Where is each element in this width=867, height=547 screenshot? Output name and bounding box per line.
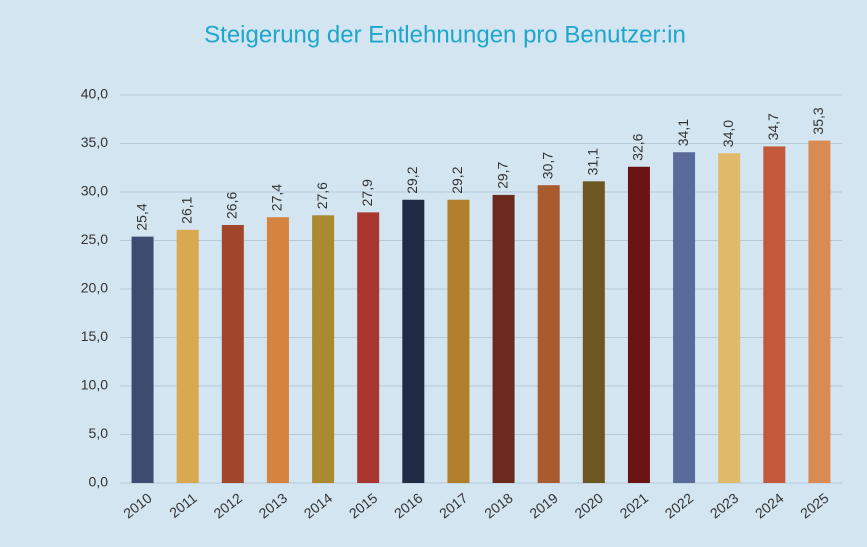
x-tick-label: 2025 <box>797 490 832 522</box>
x-tick-label: 2012 <box>211 490 246 522</box>
data-label: 30,7 <box>539 152 555 179</box>
data-label: 26,6 <box>224 192 240 219</box>
y-tick-label: 25,0 <box>81 231 108 247</box>
bar <box>312 215 335 483</box>
data-label: 25,4 <box>133 203 149 230</box>
data-label: 29,2 <box>404 166 420 193</box>
bar <box>131 236 154 483</box>
y-tick-label: 40,0 <box>81 86 108 102</box>
data-label: 32,6 <box>630 133 646 160</box>
bar <box>447 199 470 483</box>
x-tick-label: 2018 <box>481 490 516 522</box>
data-label: 31,1 <box>585 148 601 175</box>
bar <box>673 152 696 484</box>
x-tick-label: 2013 <box>256 490 291 522</box>
data-label: 27,6 <box>314 182 330 209</box>
x-tick-label: 2015 <box>346 490 381 522</box>
data-label: 35,3 <box>810 107 826 134</box>
y-tick-label: 5,0 <box>89 425 109 441</box>
x-tick-label: 2010 <box>120 490 155 522</box>
y-tick-label: 20,0 <box>81 280 108 296</box>
x-tick-label: 2017 <box>436 490 471 522</box>
data-label: 26,1 <box>178 196 194 223</box>
y-tick-label: 15,0 <box>81 328 108 344</box>
data-label: 34,7 <box>765 113 781 140</box>
bar <box>492 194 515 483</box>
y-tick-label: 10,0 <box>81 377 108 393</box>
bar <box>402 199 425 483</box>
x-tick-label: 2014 <box>301 490 336 522</box>
bar <box>266 217 289 483</box>
bar <box>763 146 786 483</box>
chart-title: Steigerung der Entlehnungen pro Benutzer… <box>204 21 686 48</box>
x-tick-label: 2023 <box>707 490 742 522</box>
bar <box>357 212 380 483</box>
bar <box>176 229 199 483</box>
x-tick-label: 2016 <box>391 490 426 522</box>
data-label: 29,7 <box>494 161 510 188</box>
bar <box>537 185 560 483</box>
data-label: 29,2 <box>449 166 465 193</box>
data-label: 34,1 <box>675 119 691 146</box>
x-tick-label: 2011 <box>166 490 200 521</box>
x-tick-label: 2019 <box>526 490 561 522</box>
y-tick-label: 30,0 <box>81 183 108 199</box>
bar <box>627 166 650 483</box>
data-label: 34,0 <box>720 120 736 147</box>
x-tick-label: 2021 <box>617 490 652 522</box>
y-tick-label: 0,0 <box>89 474 109 490</box>
bar <box>808 140 831 483</box>
bar <box>582 181 605 483</box>
data-label: 27,4 <box>269 184 285 211</box>
bar <box>221 224 244 484</box>
x-tick-label: 2020 <box>572 490 607 522</box>
data-label: 27,9 <box>359 179 375 206</box>
x-tick-label: 2022 <box>662 490 697 522</box>
bar <box>718 153 741 483</box>
y-tick-label: 35,0 <box>81 134 108 150</box>
x-tick-label: 2024 <box>752 490 787 522</box>
